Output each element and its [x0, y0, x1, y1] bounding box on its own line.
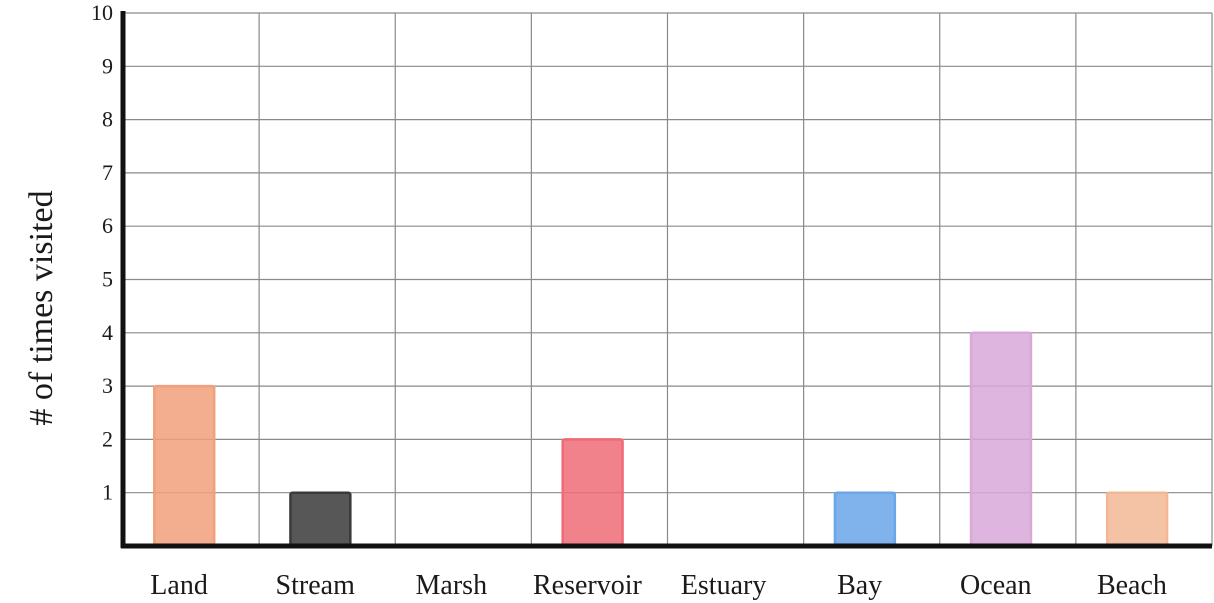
y-tick-label: 9	[102, 53, 113, 78]
y-tick-label: 10	[91, 0, 113, 25]
y-tick-label: 8	[102, 107, 113, 132]
bar-beach	[1107, 493, 1167, 546]
gridlines	[123, 13, 1212, 546]
x-category-label: Estuary	[681, 570, 767, 601]
y-tick-label: 4	[102, 320, 113, 345]
y-tick-label: 6	[102, 213, 113, 238]
bar-land	[154, 386, 214, 546]
x-category-label: Land	[150, 570, 208, 601]
bar-ocean	[971, 333, 1031, 546]
x-category-label: Ocean	[960, 570, 1032, 601]
y-tick-label: 5	[102, 267, 113, 292]
bar-bay	[835, 493, 895, 546]
x-category-label: Stream	[276, 570, 356, 601]
x-category-label: Reservoir	[533, 570, 643, 601]
bar-reservoir	[563, 439, 623, 546]
y-tick-label: 1	[102, 480, 113, 505]
x-category-label: Beach	[1097, 570, 1167, 601]
x-category-label: Marsh	[416, 570, 488, 601]
y-tick-label: 2	[102, 426, 113, 451]
y-tick-label: 7	[102, 160, 113, 185]
y-axis-title: # of times visited	[23, 190, 60, 425]
bar-stream	[290, 493, 350, 546]
x-category-label: Bay	[837, 570, 882, 601]
y-tick-label: 3	[102, 373, 113, 398]
